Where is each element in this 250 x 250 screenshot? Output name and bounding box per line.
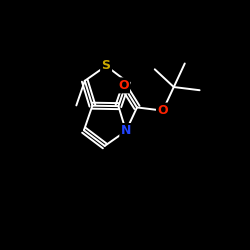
Text: N: N: [121, 124, 131, 138]
Text: O: O: [158, 104, 168, 117]
Text: S: S: [102, 60, 110, 72]
Text: O: O: [118, 79, 128, 92]
